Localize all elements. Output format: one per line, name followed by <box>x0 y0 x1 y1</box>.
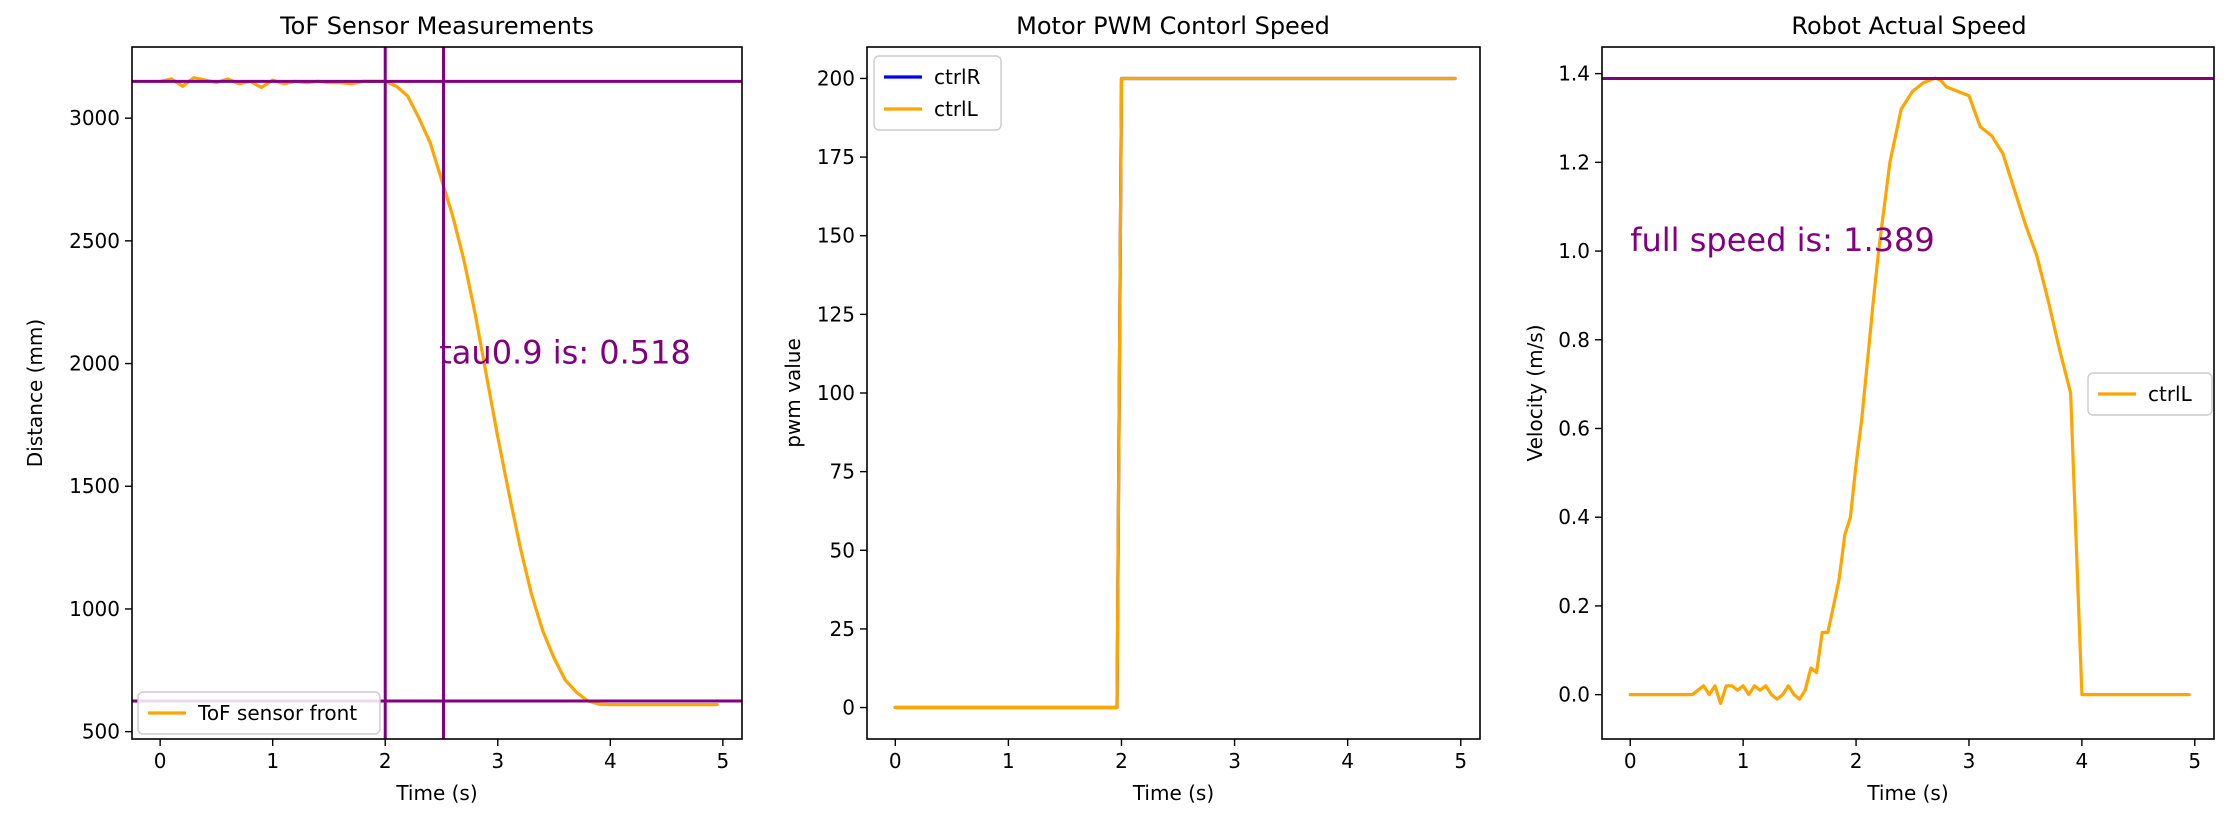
speed-legend-box <box>2087 372 2213 416</box>
speed-annotation: full speed is: 1.389 <box>1630 221 1934 259</box>
pwm-ytick-label-8: 200 <box>817 66 855 90</box>
speed-ytick-label-0: 0.0 <box>1558 683 1590 707</box>
pwm-legend-label-0: ctrlR <box>934 65 981 89</box>
pwm-xtick-label-4: 4 <box>1341 749 1354 773</box>
tof-ytick-label-5: 3000 <box>69 106 120 130</box>
speed-axes-frame <box>1601 46 2215 740</box>
tof-xtick-label-4: 4 <box>604 749 617 773</box>
tof-legend-box <box>137 691 381 735</box>
tof-xtick-label-0: 0 <box>154 749 167 773</box>
tof-ytick-label-3: 2000 <box>69 352 120 376</box>
speed-xtick-label-1: 1 <box>1737 749 1750 773</box>
pwm-ytick-label-3: 75 <box>830 460 855 484</box>
tof-ytick-label-0: 500 <box>82 720 120 744</box>
tof-plot-area <box>132 47 742 739</box>
pwm-series-line-1 <box>893 76 1457 710</box>
pwm-chart-title: Motor PWM Contorl Speed <box>1016 12 1330 40</box>
pwm-xtick-label-3: 3 <box>1228 749 1241 773</box>
pwm-xtick-label-5: 5 <box>1454 749 1467 773</box>
pwm-legend-box <box>873 55 1002 131</box>
speed-ytick-label-5: 1.0 <box>1558 239 1590 263</box>
tof-xtick-label-5: 5 <box>717 749 730 773</box>
speed-chart-ylabel: Velocity (m/s) <box>1523 324 1547 461</box>
pwm-ytick-label-0: 0 <box>842 696 855 720</box>
tof-ytick-label-4: 2500 <box>69 229 120 253</box>
pwm-plot-layer <box>893 76 1457 710</box>
pwm-ytick-label-2: 50 <box>830 538 855 562</box>
pwm-chart-ylabel: pwm value <box>781 338 805 448</box>
pwm-chart-xlabel: Time (s) <box>1132 781 1214 805</box>
pwm-ytick-label-5: 125 <box>817 302 855 326</box>
pwm-ytick-label-6: 150 <box>817 224 855 248</box>
speed-xtick-label-3: 3 <box>1963 749 1976 773</box>
pwm-xtick-label-0: 0 <box>889 749 902 773</box>
pwm-chart: Motor PWM Contorl Speed Time (s) pwm val… <box>781 12 1481 805</box>
pwm-ytick-label-4: 100 <box>817 381 855 405</box>
speed-ytick-label-4: 0.8 <box>1558 328 1590 352</box>
speed-legend: ctrlL <box>2087 372 2213 416</box>
speed-ytick-label-1: 0.2 <box>1558 594 1590 618</box>
speed-ytick-label-6: 1.2 <box>1558 150 1590 174</box>
speed-legend-label-0: ctrlL <box>2148 382 2193 406</box>
pwm-xtick-label-1: 1 <box>1002 749 1015 773</box>
tof-axes-frame <box>131 46 743 740</box>
pwm-xtick-label-2: 2 <box>1115 749 1128 773</box>
tof-legend: ToF sensor front <box>137 691 381 735</box>
pwm-legend: ctrlR ctrlL <box>873 55 1002 131</box>
tof-ytick-label-1: 1000 <box>69 597 120 621</box>
speed-xtick-label-4: 4 <box>2076 749 2089 773</box>
speed-xtick-label-0: 0 <box>1624 749 1637 773</box>
pwm-legend-label-1: ctrlL <box>934 97 979 121</box>
speed-xtick-label-5: 5 <box>2188 749 2201 773</box>
tof-xtick-label-3: 3 <box>491 749 504 773</box>
tof-chart-ylabel: Distance (mm) <box>23 319 47 467</box>
speed-ytick-label-2: 0.4 <box>1558 505 1590 529</box>
tof-chart-title: ToF Sensor Measurements <box>279 12 594 40</box>
tof-chart: ToF Sensor Measurements Time (s) Distanc… <box>23 12 743 805</box>
speed-plot-layer <box>1602 76 2214 706</box>
pwm-ytick-label-7: 175 <box>817 145 855 169</box>
speed-chart: Robot Actual Speed Time (s) Velocity (m/… <box>1523 12 2215 805</box>
tof-ytick-label-2: 1500 <box>69 474 120 498</box>
tof-plot-layer <box>132 47 742 739</box>
tof-xtick-label-1: 1 <box>266 749 279 773</box>
tof-annotation: tau0.9 is: 0.518 <box>439 334 691 372</box>
speed-chart-xlabel: Time (s) <box>1866 781 1948 805</box>
speed-series-line-0 <box>1628 76 2191 706</box>
tof-chart-xlabel: Time (s) <box>395 781 477 805</box>
speed-xtick-label-2: 2 <box>1850 749 1863 773</box>
tof-xtick-label-2: 2 <box>379 749 392 773</box>
speed-chart-title: Robot Actual Speed <box>1791 12 2026 40</box>
pwm-plot-area <box>867 47 1480 739</box>
pwm-ytick-label-1: 25 <box>830 617 855 641</box>
tof-legend-label-0: ToF sensor front <box>197 701 357 725</box>
speed-ytick-label-7: 1.4 <box>1558 62 1590 86</box>
speed-ytick-label-3: 0.6 <box>1558 416 1590 440</box>
